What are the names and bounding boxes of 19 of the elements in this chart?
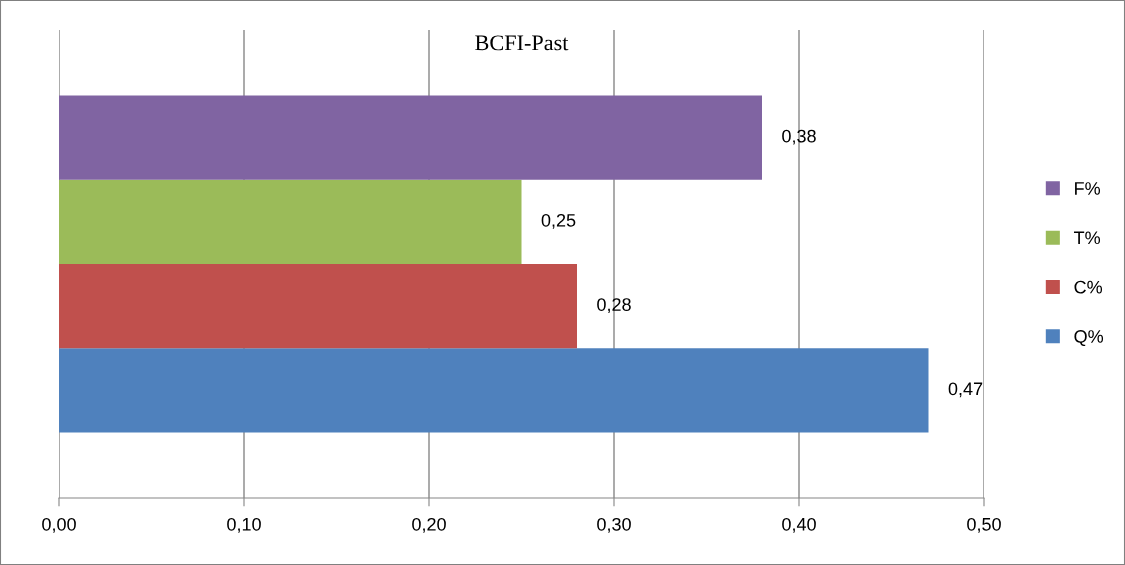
bar [59,264,577,349]
x-tick-label: 0,10 [227,517,261,533]
data-label: 0,38 [782,129,816,145]
x-tick-label: 0,50 [967,517,1001,533]
legend-label: C% [1074,280,1103,294]
legend-label: F% [1075,182,1101,195]
x-tick-label: 0,30 [597,517,631,533]
x-tick-label: 0,40 [782,517,816,533]
chart-title: BCFI-Past [475,35,569,51]
bar [59,179,522,264]
legend-label: T% [1073,231,1101,245]
legend-label: Q% [1074,330,1104,347]
x-tick-label: 0,20 [412,517,446,533]
x-tick-label: 0,00 [42,517,76,533]
data-label: 0,47 [948,382,983,398]
data-label: 0,25 [541,213,576,229]
data-label: 0,28 [597,298,631,314]
bar [59,95,762,180]
bar [59,348,929,433]
